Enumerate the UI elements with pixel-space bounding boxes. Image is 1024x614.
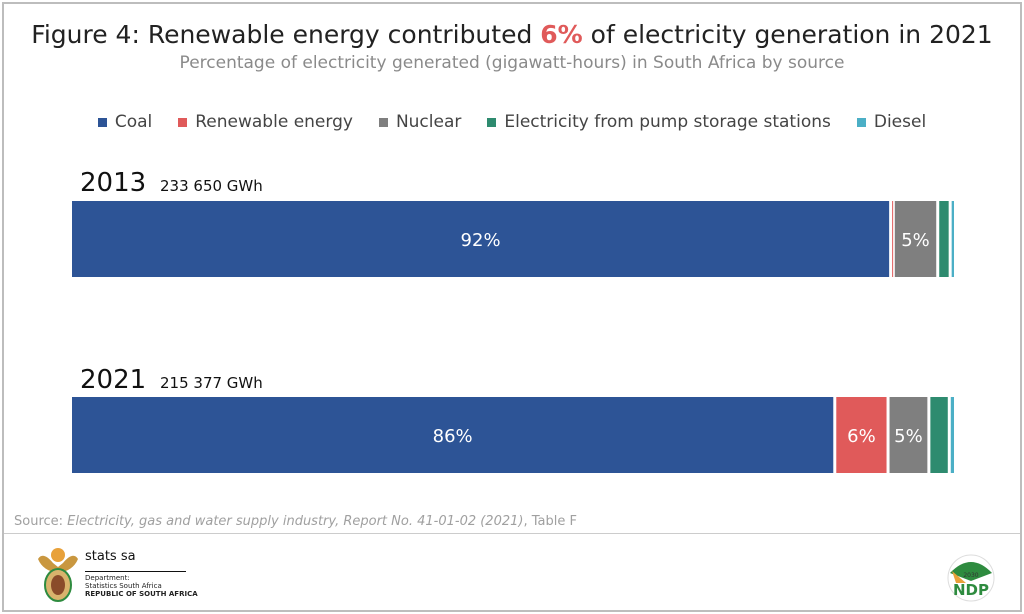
total-label-2021: 215 377 GWh [160, 374, 263, 392]
legend: Coal Renewable energy Nuclear Electricity f… [0, 112, 1024, 132]
svg-text:NDP: NDP [953, 581, 989, 599]
source-note: Source: Electricity, gas and water suppl… [14, 514, 577, 529]
bar-2021-nuclear [889, 397, 928, 473]
legend-label: Coal [114, 112, 153, 132]
legend-label: Renewable energy [195, 112, 353, 132]
data-label: 5% [894, 426, 923, 447]
legend-swatch [178, 117, 188, 127]
bar-2021-coal [72, 397, 834, 473]
chart-title: Figure 4: Renewable energy contributed 6… [0, 20, 1024, 49]
stats-sa-logo-text: stats sa [85, 549, 136, 564]
department-text: Department: Statistics South Africa REPUBL… [85, 574, 198, 598]
title-text-end: of electricity generation in 2021 [582, 20, 993, 49]
legend-swatch [378, 117, 388, 127]
legend-item-coal: Coal [97, 112, 153, 132]
legend-item-electricity-from-pump-storage-stations: Electricity from pump storage stations [487, 112, 831, 132]
data-label: 5% [901, 230, 930, 251]
svg-text:2030: 2030 [963, 572, 978, 579]
footer-divider [4, 533, 1020, 534]
logo-rule [85, 571, 186, 572]
legend-label: Electricity from pump storage stations [504, 112, 831, 132]
legend-label: Nuclear [395, 112, 462, 132]
bar-2013-electricity-from-pump-storage-stations [939, 201, 949, 277]
legend-item-renewable-energy: Renewable energy [178, 112, 353, 132]
bar-2013-diesel [951, 201, 954, 277]
bar-2013-nuclear [894, 201, 937, 277]
bar-2021-renewable-energy [836, 397, 887, 473]
data-label: 86% [433, 426, 473, 447]
legend-swatch [487, 117, 497, 127]
legend-label: Diesel [873, 112, 927, 132]
bar-2013-renewable-energy [892, 201, 894, 277]
legend-swatch [856, 117, 866, 127]
year-label-2021: 2021 [80, 365, 147, 395]
bar-2013-coal [72, 201, 890, 277]
total-label-2013: 233 650 GWh [160, 177, 263, 195]
coat-of-arms-logo [38, 548, 78, 602]
title-text: Figure 4: Renewable energy contributed [31, 20, 541, 49]
ndp-logo: 2030 NDP [947, 554, 995, 602]
legend-item-diesel: Diesel [856, 112, 927, 132]
chart-subtitle: Percentage of electricity generated (gig… [179, 53, 845, 73]
year-label-2013: 2013 [80, 168, 147, 198]
legend-swatch [97, 117, 107, 127]
title-highlight: 6% [540, 20, 583, 49]
legend-item-nuclear: Nuclear [378, 112, 462, 132]
data-label: 92% [461, 230, 501, 251]
data-label: 6% [847, 426, 876, 447]
bar-2021-diesel [950, 397, 954, 473]
bar-2021-electricity-from-pump-storage-stations [930, 397, 948, 473]
